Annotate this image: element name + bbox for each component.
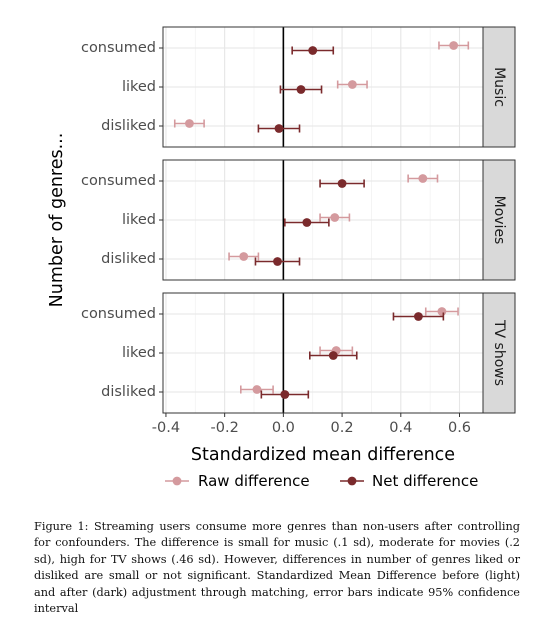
y-tick-label-consumed: consumed [81, 173, 156, 189]
facet-label-tv-shows: TV shows [491, 319, 507, 386]
point-raw-difference [252, 385, 262, 394]
y-tick-label-disliked: disliked [101, 251, 156, 267]
y-tick-label-liked: liked [122, 79, 156, 95]
point-net-difference [296, 85, 306, 94]
legend-label-net-difference: Net difference [372, 472, 478, 490]
point-net-difference [302, 218, 312, 227]
x-tick-label: -0.4 [152, 420, 180, 436]
point-raw-difference [330, 213, 340, 222]
x-tick-label: 0.0 [272, 420, 295, 436]
point-net-difference [280, 390, 290, 399]
point-net-difference [273, 257, 282, 266]
x-tick-label: -0.2 [211, 420, 239, 436]
point-raw-difference [347, 80, 357, 89]
point-raw-difference [437, 307, 447, 316]
y-tick-label-consumed: consumed [81, 306, 156, 322]
legend-key-point-raw-difference [172, 476, 182, 486]
point-net-difference [274, 124, 284, 133]
point-raw-difference [185, 119, 194, 128]
facet-strip-music [482, 26, 516, 148]
y-tick-label-disliked: disliked [101, 118, 156, 134]
legend-label-raw-difference: Raw difference [198, 472, 310, 490]
legend-key-point-net-difference [347, 476, 357, 486]
point-raw-difference [239, 252, 249, 261]
point-net-difference [337, 179, 347, 188]
point-raw-difference [449, 41, 459, 50]
x-tick-label: 0.4 [389, 420, 412, 436]
facet-label-music: Music [491, 67, 507, 107]
y-tick-label-disliked: disliked [101, 384, 156, 400]
y-tick-label-consumed: consumed [81, 40, 156, 56]
figure-caption: Figure 1: Streaming users consume more g… [34, 520, 520, 616]
x-axis-title: Standardized mean difference [191, 445, 455, 465]
y-axis-title: Number of genres... [47, 133, 67, 308]
point-net-difference [414, 312, 423, 321]
x-tick-label: 0.2 [331, 420, 354, 436]
x-tick-label: 0.6 [448, 420, 471, 436]
facet-strip-tv-shows [482, 292, 516, 414]
forest-plot: Music consumed liked disliked Movies consumed… [47, 26, 516, 490]
point-net-difference [308, 46, 318, 55]
y-tick-label-liked: liked [122, 345, 156, 361]
y-tick-label-liked: liked [122, 212, 156, 228]
point-net-difference [328, 351, 338, 360]
point-raw-difference [418, 174, 428, 183]
facet-label-movies: Movies [491, 196, 507, 245]
facet-strip-movies [482, 159, 516, 281]
